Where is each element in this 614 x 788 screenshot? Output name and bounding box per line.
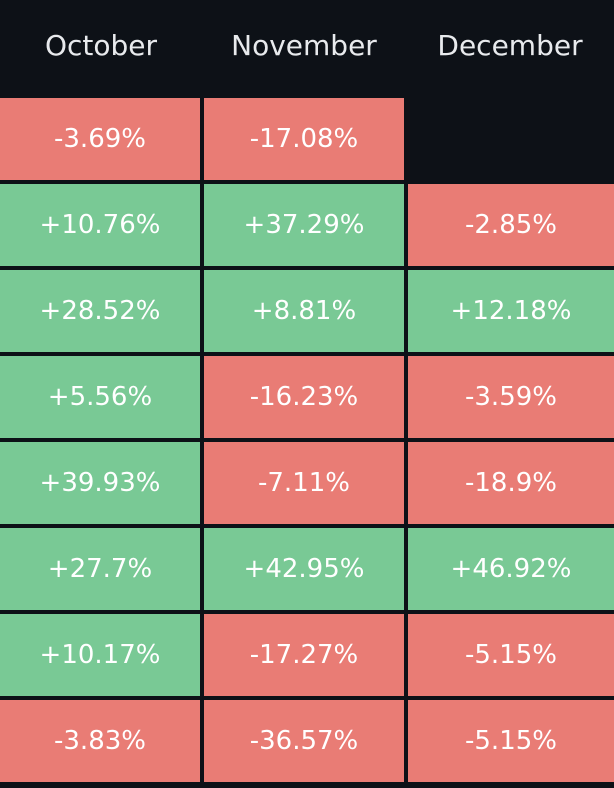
table-row: +10.17% -17.27% -5.15% <box>0 614 614 700</box>
table-cell: -17.08% <box>204 98 404 180</box>
table-row: +27.7% +42.95% +46.92% <box>0 528 614 614</box>
table-cell: +5.56% <box>0 356 200 438</box>
table-cell: +39.93% <box>0 442 200 524</box>
table-row: +39.93% -7.11% -18.9% <box>0 442 614 528</box>
table-cell: +37.29% <box>204 184 404 266</box>
table-cell: -17.27% <box>204 614 404 696</box>
table-row: +5.56% -16.23% -3.59% <box>0 356 614 442</box>
column-header-december: December <box>437 28 583 62</box>
table-body: -3.69% -17.08% +10.76% +37.29% -2.85% +2… <box>0 98 614 786</box>
table-cell: +42.95% <box>204 528 404 610</box>
table-cell: -36.57% <box>204 700 404 782</box>
table-cell: +28.52% <box>0 270 200 352</box>
table-cell: +10.76% <box>0 184 200 266</box>
table-cell: -3.59% <box>408 356 614 438</box>
table-cell: -7.11% <box>204 442 404 524</box>
table-cell <box>408 98 614 180</box>
table-row: -3.83% -36.57% -5.15% <box>0 700 614 786</box>
table-cell: +27.7% <box>0 528 200 610</box>
table-cell: -16.23% <box>204 356 404 438</box>
table-row: +28.52% +8.81% +12.18% <box>0 270 614 356</box>
table-cell: -5.15% <box>408 614 614 696</box>
table-cell: -5.15% <box>408 700 614 782</box>
table-cell: +10.17% <box>0 614 200 696</box>
column-header-october: October <box>44 28 158 62</box>
table-cell: -18.9% <box>408 442 614 524</box>
table-cell: -3.83% <box>0 700 200 782</box>
column-header-november: November <box>231 28 377 62</box>
table-cell: +46.92% <box>408 528 614 610</box>
table-header-row: October November December <box>0 0 614 98</box>
table-cell: +8.81% <box>204 270 404 352</box>
table-cell: -2.85% <box>408 184 614 266</box>
table-row: +10.76% +37.29% -2.85% <box>0 184 614 270</box>
table-cell: +12.18% <box>408 270 614 352</box>
table-row: -3.69% -17.08% <box>0 98 614 184</box>
table-cell: -3.69% <box>0 98 200 180</box>
